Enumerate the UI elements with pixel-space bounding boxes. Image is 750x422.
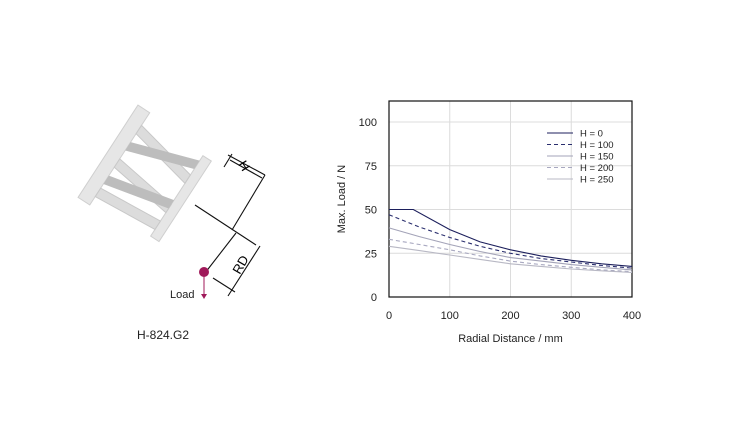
series-line-1 bbox=[388, 214, 633, 269]
legend-label: H = 0 bbox=[580, 129, 603, 140]
legend-label: H = 200 bbox=[580, 163, 614, 174]
series-line-0 bbox=[389, 208, 633, 267]
legend-label: H = 250 bbox=[580, 175, 614, 186]
y-tick-label: 0 bbox=[371, 292, 377, 304]
legend-label: H = 150 bbox=[580, 152, 614, 163]
load-label: Load bbox=[170, 289, 194, 301]
y-tick-label: 75 bbox=[365, 161, 377, 173]
legend-label: H = 100 bbox=[580, 140, 614, 151]
y-tick-label: 50 bbox=[365, 205, 377, 217]
plot-frame bbox=[388, 100, 633, 298]
product-label: H-824.G2 bbox=[137, 328, 190, 342]
dimension-lines bbox=[194, 153, 266, 297]
x-tick-label: 0 bbox=[386, 310, 392, 322]
x-tick-label: 200 bbox=[501, 310, 519, 322]
series-line-4 bbox=[388, 245, 633, 274]
series-line-3 bbox=[388, 238, 633, 273]
y-tick-label: 100 bbox=[359, 117, 377, 129]
y-axis-label: Max. Load / N bbox=[336, 165, 348, 234]
x-tick-label: 300 bbox=[562, 310, 580, 322]
x-tick-label: 400 bbox=[623, 310, 641, 322]
load-arrowhead bbox=[201, 294, 207, 299]
y-tick-label: 25 bbox=[365, 248, 377, 260]
x-axis-label: Radial Distance / mm bbox=[458, 333, 563, 345]
series-line-2 bbox=[388, 227, 633, 271]
hexapod-illustration bbox=[77, 104, 212, 243]
x-tick-label: 100 bbox=[441, 310, 459, 322]
load-point bbox=[199, 267, 209, 277]
